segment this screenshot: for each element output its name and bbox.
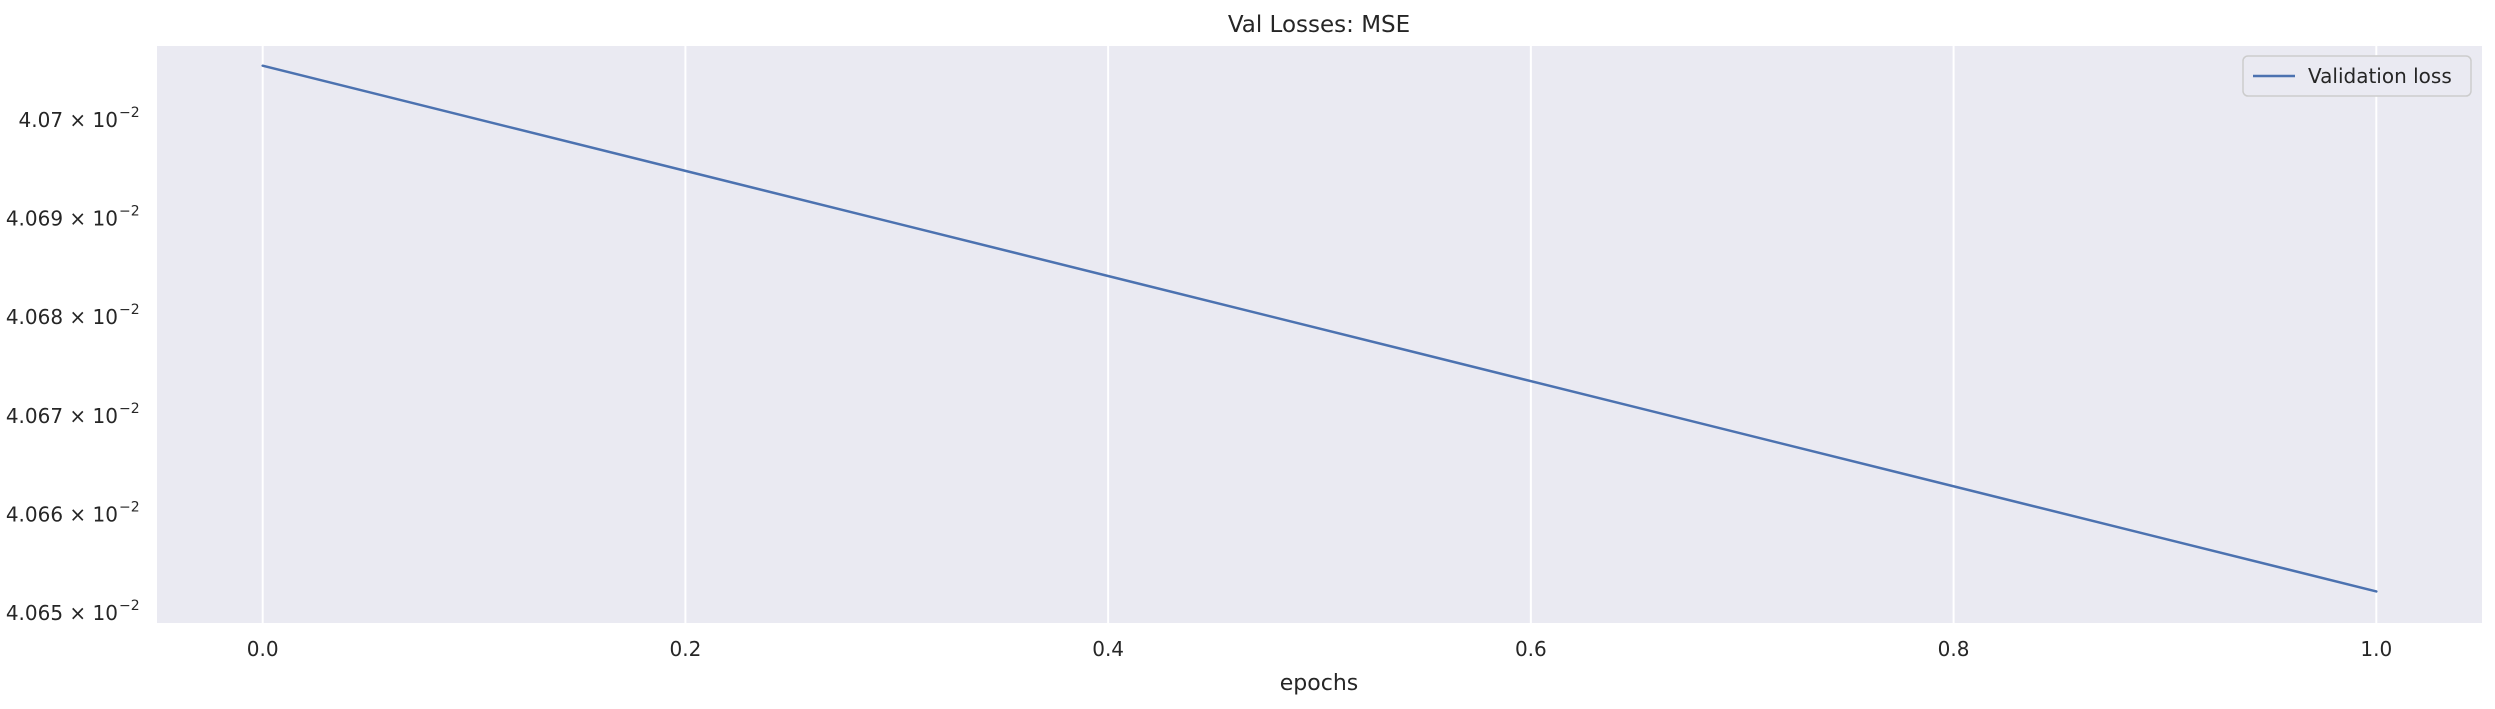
y-tick-exponent: −2 [119,204,140,220]
plot-background [157,46,2482,623]
y-tick-exponent: −2 [119,105,140,121]
y-tick-exponent: −2 [119,598,140,614]
y-tick-exponent: −2 [119,302,140,318]
x-tick-labels: 0.0 0.2 0.4 0.6 0.8 1.0 [247,637,2392,661]
legend-box [2242,55,2472,97]
x-tick-label: 0.6 [1515,637,1547,661]
y-tick-label: 4.069 × 10 [6,207,118,231]
y-tick-labels: 4.07 × 10 −24.069 × 10 −24.068 × 10 −24.067… [6,105,140,625]
legend[interactable]: Validation loss [2242,55,2472,97]
x-tick-label: 0.0 [247,637,279,661]
x-tick-label: 0.2 [670,637,702,661]
y-tick-label: 4.07 × 10 [19,108,118,132]
chart-title: Val Losses: MSE [1228,12,1410,38]
x-axis-label: epochs [1280,671,1358,696]
y-tick-label: 4.068 × 10 [6,305,118,329]
y-tick-label: 4.067 × 10 [6,404,118,428]
series-layer [261,64,2378,593]
x-tick-label: 1.0 [2360,637,2392,661]
y-tick-exponent: −2 [119,499,140,515]
grid-lines [261,46,2378,623]
legend-label: Validation loss [2308,64,2452,88]
x-tick-label: 0.8 [1938,637,1970,661]
series-line-validation-loss [261,64,2378,593]
y-tick-exponent: −2 [119,401,140,417]
y-tick-label: 4.066 × 10 [6,502,118,526]
y-tick-label: 4.065 × 10 [6,601,118,625]
x-tick-label: 0.4 [1092,637,1124,661]
